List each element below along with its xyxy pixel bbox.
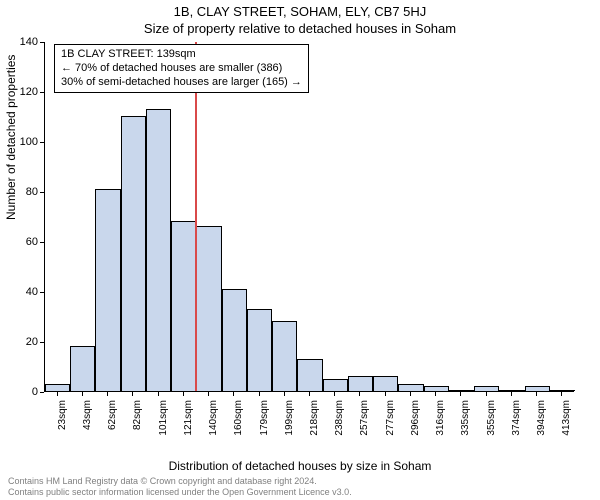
histogram-bar [272,321,297,391]
y-tick-label: 40 [8,286,38,298]
y-tick-mark [40,392,44,393]
histogram-bar [525,386,550,391]
x-tick-label: 316sqm [435,400,446,445]
x-tick-label: 257sqm [359,400,370,445]
x-tick-label: 296sqm [410,400,421,445]
reference-line [195,42,197,391]
footer-line2: Contains public sector information licen… [8,487,588,498]
x-tick-label: 394sqm [536,400,547,445]
footer-line1: Contains HM Land Registry data © Crown c… [8,476,588,487]
footer-credits: Contains HM Land Registry data © Crown c… [8,476,588,498]
x-tick-label: 277sqm [385,400,396,445]
histogram-bar [348,376,373,391]
x-tick-label: 43sqm [82,400,93,445]
histogram-bar [121,116,146,391]
x-tick-mark [359,392,360,396]
x-tick-label: 82sqm [132,400,143,445]
y-tick-mark [40,42,44,43]
histogram-bar [95,189,120,392]
annotation-line2: ← 70% of detached houses are smaller (38… [61,62,302,76]
x-tick-label: 199sqm [284,400,295,445]
x-tick-mark [233,392,234,396]
x-tick-label: 160sqm [233,400,244,445]
x-tick-mark [183,392,184,396]
y-tick-label: 80 [8,186,38,198]
x-tick-mark [284,392,285,396]
x-tick-label: 23sqm [57,400,68,445]
x-tick-mark [511,392,512,396]
annotation-line3: 30% of semi-detached houses are larger (… [61,76,302,90]
y-tick-label: 60 [8,236,38,248]
histogram-bar [196,226,221,391]
x-tick-label: 62sqm [107,400,118,445]
y-tick-label: 100 [8,136,38,148]
y-tick-mark [40,142,44,143]
y-tick-mark [40,292,44,293]
x-tick-label: 413sqm [561,400,572,445]
x-tick-mark [208,392,209,396]
x-tick-mark [486,392,487,396]
histogram-bar [45,384,70,392]
x-tick-mark [132,392,133,396]
x-tick-mark [410,392,411,396]
page-title-line2: Size of property relative to detached ho… [0,19,600,40]
x-tick-mark [57,392,58,396]
x-tick-mark [107,392,108,396]
y-tick-label: 140 [8,36,38,48]
x-axis-label: Distribution of detached houses by size … [0,459,600,473]
histogram-bar [424,386,449,391]
x-tick-mark [385,392,386,396]
x-tick-label: 179sqm [259,400,270,445]
x-tick-mark [309,392,310,396]
x-tick-label: 374sqm [511,400,522,445]
y-tick-label: 0 [8,386,38,398]
histogram-bar [398,384,423,392]
histogram-bar [171,221,196,391]
histogram-bar [449,390,474,391]
x-tick-mark [334,392,335,396]
x-tick-label: 218sqm [309,400,320,445]
page-title-line1: 1B, CLAY STREET, SOHAM, ELY, CB7 5HJ [0,0,600,19]
histogram-bar [222,289,247,392]
x-tick-label: 101sqm [158,400,169,445]
y-tick-mark [40,192,44,193]
x-tick-label: 355sqm [486,400,497,445]
histogram-bar [373,376,398,391]
y-tick-label: 120 [8,86,38,98]
x-tick-label: 140sqm [208,400,219,445]
histogram-bar [499,390,524,391]
histogram-bar [323,379,348,392]
x-tick-mark [561,392,562,396]
x-tick-mark [82,392,83,396]
x-tick-mark [435,392,436,396]
y-tick-mark [40,92,44,93]
histogram-bar [146,109,171,392]
y-tick-label: 20 [8,336,38,348]
annotation-line1: 1B CLAY STREET: 139sqm [61,48,302,62]
histogram-bar [474,386,499,391]
histogram-bar [70,346,95,391]
x-tick-label: 238sqm [334,400,345,445]
plot-area [44,42,574,392]
histogram-bar [550,390,575,391]
x-tick-label: 121sqm [183,400,194,445]
histogram-bar [297,359,322,392]
annotation-box: 1B CLAY STREET: 139sqm ← 70% of detached… [54,44,309,93]
y-tick-mark [40,242,44,243]
x-tick-label: 335sqm [460,400,471,445]
y-tick-mark [40,342,44,343]
x-tick-mark [460,392,461,396]
x-tick-mark [259,392,260,396]
x-tick-mark [158,392,159,396]
chart-area [44,42,574,392]
histogram-bar [247,309,272,392]
x-tick-mark [536,392,537,396]
